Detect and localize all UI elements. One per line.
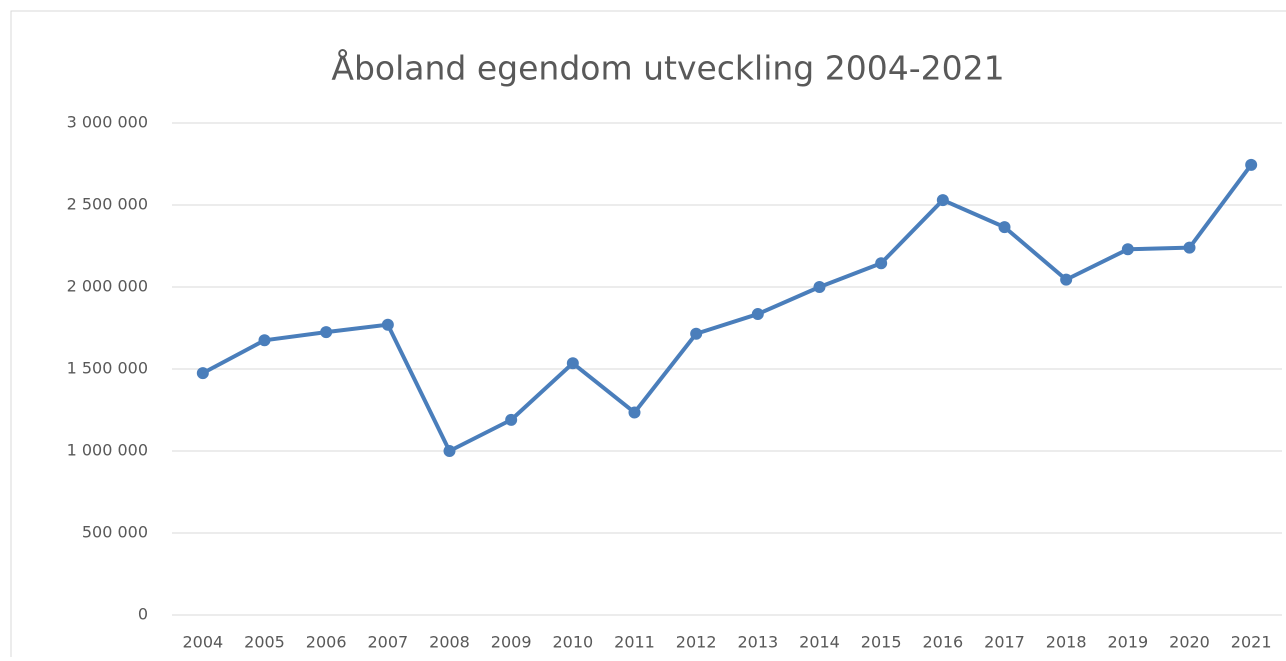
- point: [1245, 158, 1258, 171]
- y-tick-label: 500 000: [82, 523, 148, 542]
- point: [628, 406, 641, 419]
- point: [443, 445, 456, 457]
- y-tick-label: 1 000 000: [67, 441, 148, 460]
- x-tick-label: 2018: [1046, 633, 1087, 652]
- chart-title: Åboland egendom utveckling 2004-2021: [331, 48, 1004, 88]
- y-tick-label: 3 000 000: [67, 113, 148, 132]
- y-tick-label: 2 000 000: [67, 277, 148, 296]
- point: [1060, 273, 1073, 286]
- x-tick-label: 2008: [429, 633, 470, 652]
- series-line: [201, 163, 1253, 453]
- point: [813, 281, 826, 293]
- x-tick-label: 2006: [306, 633, 347, 652]
- point: [258, 334, 271, 347]
- point: [196, 367, 209, 380]
- chart-border: [10, 10, 1286, 661]
- x-tick-label: 2009: [491, 633, 532, 652]
- y-tick-label: 0: [138, 605, 148, 624]
- x-tick-label: 2017: [984, 633, 1025, 652]
- point: [1183, 241, 1196, 254]
- x-tick-label: 2007: [367, 633, 408, 652]
- x-tick-label: 2004: [182, 633, 223, 652]
- y-tick-label: 2 500 000: [67, 195, 148, 214]
- y-tick-label: 1 500 000: [67, 359, 148, 378]
- point: [998, 221, 1011, 234]
- point: [566, 357, 579, 370]
- x-tick-label: 2012: [676, 633, 717, 652]
- x-tick-label: 2013: [737, 633, 778, 652]
- x-tick-label: 2010: [552, 633, 593, 652]
- point: [936, 194, 949, 207]
- x-tick-label: 2011: [614, 633, 655, 652]
- x-tick-label: 2019: [1107, 633, 1148, 652]
- point: [751, 308, 764, 321]
- point: [381, 318, 394, 331]
- x-tick-label: 2015: [861, 633, 902, 652]
- point: [690, 327, 703, 340]
- point: [1121, 243, 1134, 256]
- point: [875, 257, 888, 270]
- x-tick-label: 2021: [1231, 633, 1272, 652]
- point: [320, 326, 333, 339]
- x-tick-label: 2020: [1169, 633, 1210, 652]
- x-tick-label: 2014: [799, 633, 840, 652]
- x-tick-label: 2005: [244, 633, 285, 652]
- point: [505, 413, 518, 426]
- x-tick-label: 2016: [922, 633, 963, 652]
